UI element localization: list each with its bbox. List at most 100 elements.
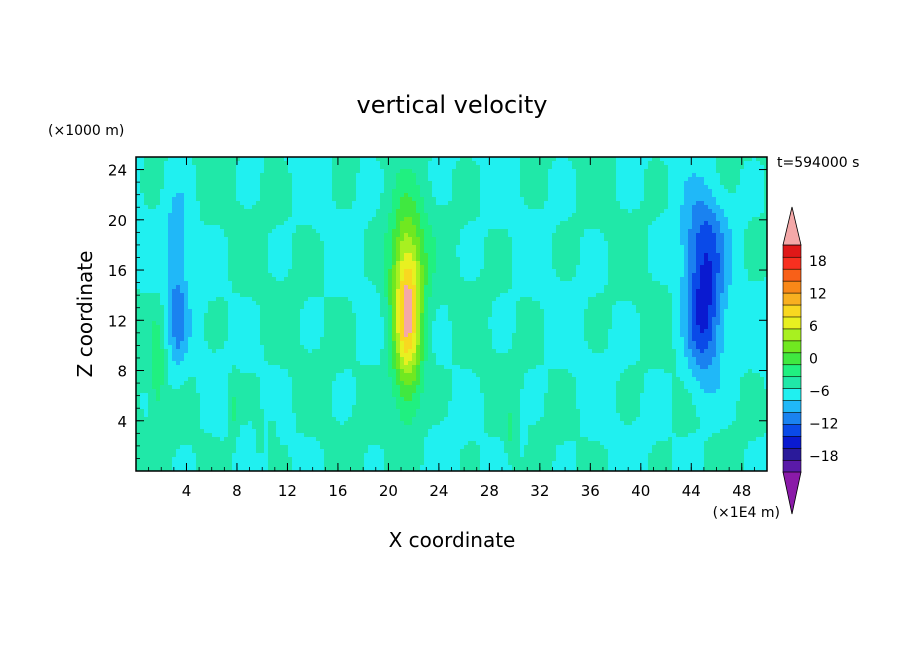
field-cell (376, 225, 381, 230)
field-cell (664, 209, 669, 214)
field-cell (576, 209, 581, 214)
field-cell (316, 157, 321, 162)
field-cell (304, 237, 309, 242)
field-cell (204, 253, 209, 258)
field-cell (600, 209, 605, 214)
field-cell (564, 225, 569, 230)
field-cell (592, 209, 597, 214)
field-cell (308, 261, 313, 266)
field-cell (324, 177, 329, 182)
field-cell (648, 193, 653, 198)
field-cell (220, 217, 225, 222)
field-cell (472, 229, 477, 234)
field-cell (136, 233, 141, 238)
field-cell (464, 229, 469, 234)
field-cell (308, 257, 313, 262)
field-cell (520, 189, 525, 194)
field-cell (392, 241, 397, 246)
field-cell (496, 269, 501, 274)
field-cell (296, 281, 301, 286)
field-cell (612, 233, 617, 238)
field-cell (352, 241, 357, 246)
field-cell (704, 177, 709, 182)
field-cell (440, 185, 445, 190)
field-cell (524, 189, 529, 194)
field-cell (200, 281, 205, 286)
field-cell (648, 261, 653, 266)
field-cell (352, 213, 357, 218)
field-cell (256, 237, 261, 242)
field-cell (420, 157, 425, 162)
field-cell (148, 233, 153, 238)
field-cell (636, 169, 641, 174)
field-cell (396, 233, 401, 238)
field-cell (220, 265, 225, 270)
field-cell (556, 185, 561, 190)
field-cell (696, 225, 701, 230)
field-cell (688, 241, 693, 246)
field-cell (208, 253, 213, 258)
field-cell (464, 169, 469, 174)
field-cell (588, 237, 593, 242)
field-cell (392, 197, 397, 202)
field-cell (632, 173, 637, 178)
field-cell (360, 165, 365, 170)
field-cell (508, 249, 513, 254)
field-cell (524, 205, 529, 210)
field-cell (724, 233, 729, 238)
field-cell (332, 273, 337, 278)
field-cell (140, 229, 145, 234)
field-cell (268, 229, 273, 234)
field-cell (580, 217, 585, 222)
field-cell (604, 193, 609, 198)
field-cell (536, 197, 541, 202)
field-cell (432, 269, 437, 274)
field-cell (192, 273, 197, 278)
field-cell (724, 225, 729, 230)
field-cell (240, 253, 245, 258)
field-cell (448, 161, 453, 166)
field-cell (348, 257, 353, 262)
field-cell (452, 241, 457, 246)
field-cell (564, 241, 569, 246)
field-cell (616, 201, 621, 206)
field-cell (592, 273, 597, 278)
field-cell (760, 249, 765, 254)
field-cell (344, 277, 349, 282)
field-cell (448, 281, 453, 286)
field-cell (612, 229, 617, 234)
field-cell (276, 201, 281, 206)
field-cell (492, 193, 497, 198)
field-cell (316, 213, 321, 218)
field-cell (188, 225, 193, 230)
field-cell (668, 257, 673, 262)
field-cell (472, 201, 477, 206)
field-cell (380, 165, 385, 170)
field-cell (376, 165, 381, 170)
field-cell (636, 185, 641, 190)
field-cell (268, 253, 273, 258)
field-cell (392, 261, 397, 266)
field-cell (560, 241, 565, 246)
field-cell (528, 265, 533, 270)
field-cell (520, 193, 525, 198)
field-cell (636, 213, 641, 218)
field-cell (596, 261, 601, 266)
field-cell (580, 209, 585, 214)
field-cell (732, 161, 737, 166)
field-cell (136, 185, 141, 190)
field-cell (760, 157, 765, 162)
field-cell (156, 165, 161, 170)
field-cell (152, 185, 157, 190)
field-cell (548, 253, 553, 258)
field-cell (192, 277, 197, 282)
field-cell (340, 201, 345, 206)
field-cell (732, 229, 737, 234)
field-cell (496, 273, 501, 278)
field-cell (508, 201, 513, 206)
field-cell (148, 185, 153, 190)
field-cell (436, 205, 441, 210)
field-cell (624, 233, 629, 238)
field-cell (256, 205, 261, 210)
field-cell (724, 173, 729, 178)
